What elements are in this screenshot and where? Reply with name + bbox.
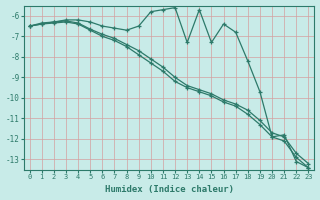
- X-axis label: Humidex (Indice chaleur): Humidex (Indice chaleur): [105, 185, 234, 194]
